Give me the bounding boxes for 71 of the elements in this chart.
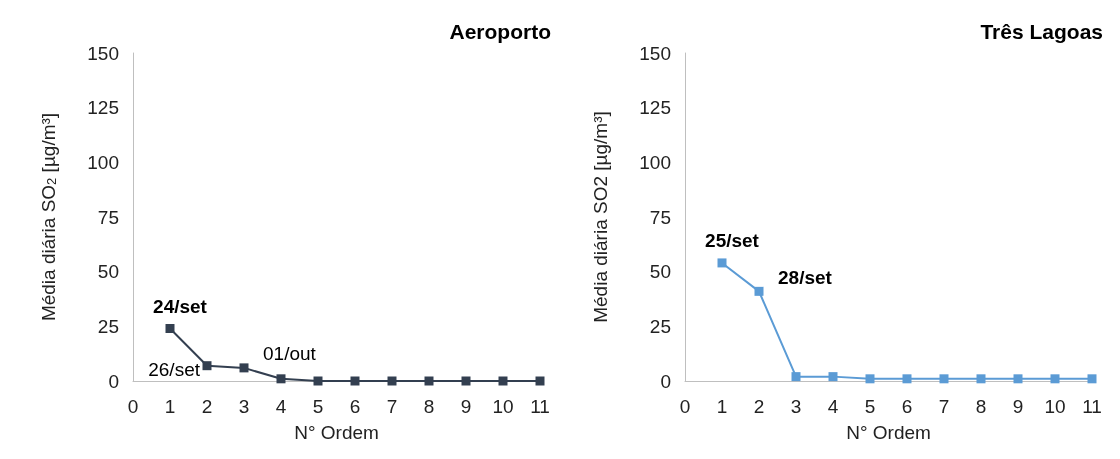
point xyxy=(498,376,508,386)
x-tick-label: 1 xyxy=(716,396,728,417)
y-tick-label: 150 xyxy=(639,42,671,64)
y-tick-label: 0 xyxy=(660,370,671,392)
point xyxy=(1050,374,1060,384)
y-axis-title: Média diária SO2 [µg/m³] xyxy=(38,112,59,322)
y-tick-label: 50 xyxy=(97,261,119,283)
point xyxy=(791,372,801,382)
point xyxy=(535,376,545,386)
y-tick-label: 150 xyxy=(87,42,119,64)
annotation: 01/out xyxy=(263,343,317,365)
x-tick-label: 4 xyxy=(275,396,287,417)
point xyxy=(717,258,727,268)
y-tick-label: 125 xyxy=(639,97,671,119)
point xyxy=(1087,374,1097,384)
x-tick-label: 5 xyxy=(864,396,876,417)
y-tick-label: 25 xyxy=(649,315,671,337)
point xyxy=(313,376,323,386)
x-tick-label: 2 xyxy=(753,396,765,417)
y-tick-label: 50 xyxy=(649,261,671,283)
x-tick-label: 10 xyxy=(492,396,514,417)
point xyxy=(828,372,838,382)
point xyxy=(387,376,397,386)
chart-title: Aeroporto xyxy=(449,20,552,43)
x-tick-label: 5 xyxy=(312,396,324,417)
annotation: 25/set xyxy=(705,229,760,251)
x-tick-label: 1 xyxy=(164,396,176,417)
x-tick-label: 11 xyxy=(530,396,550,417)
y-tick-label: 125 xyxy=(87,97,119,119)
point xyxy=(350,376,360,386)
y-tick-label: 0 xyxy=(108,370,119,392)
x-tick-label: 3 xyxy=(238,396,250,417)
x-axis-title: N° Ordem xyxy=(294,422,379,443)
point xyxy=(865,374,875,384)
point xyxy=(1013,374,1023,384)
y-tick-label: 100 xyxy=(87,151,119,173)
annotation: 28/set xyxy=(778,266,833,288)
point xyxy=(976,374,986,384)
point xyxy=(239,363,249,373)
x-axis-title: N° Ordem xyxy=(846,422,931,443)
y-tick-label: 100 xyxy=(639,151,671,173)
x-tick-label: 7 xyxy=(386,396,398,417)
point xyxy=(202,361,212,371)
x-tick-label: 7 xyxy=(938,396,950,417)
point xyxy=(754,286,764,296)
x-tick-label: 3 xyxy=(790,396,802,417)
x-tick-label: 11 xyxy=(1082,396,1102,417)
point xyxy=(276,374,286,384)
point xyxy=(424,376,434,386)
x-tick-label: 9 xyxy=(1012,396,1024,417)
x-tick-label: 2 xyxy=(201,396,213,417)
x-tick-label: 8 xyxy=(975,396,987,417)
y-tick-label: 75 xyxy=(649,206,671,228)
point xyxy=(461,376,471,386)
point xyxy=(902,374,912,384)
x-tick-label: 9 xyxy=(460,396,472,417)
annotation: 24/set xyxy=(153,295,208,317)
point xyxy=(165,324,175,334)
annotation: 26/set xyxy=(148,359,201,381)
y-tick-label: 75 xyxy=(97,206,119,228)
x-tick-label: 6 xyxy=(901,396,913,417)
x-tick-label: 4 xyxy=(827,396,839,417)
x-tick-label: 8 xyxy=(423,396,435,417)
x-tick-label: 10 xyxy=(1044,396,1066,417)
y-tick-label: 25 xyxy=(97,315,119,337)
x-tick-label: 0 xyxy=(679,396,691,417)
chart-title: Três Lagoas xyxy=(980,20,1104,43)
point xyxy=(939,374,949,384)
y-axis-title: Média diária SO2 [µg/m³] xyxy=(590,111,611,323)
x-tick-label: 6 xyxy=(349,396,361,417)
x-tick-label: 0 xyxy=(127,396,139,417)
